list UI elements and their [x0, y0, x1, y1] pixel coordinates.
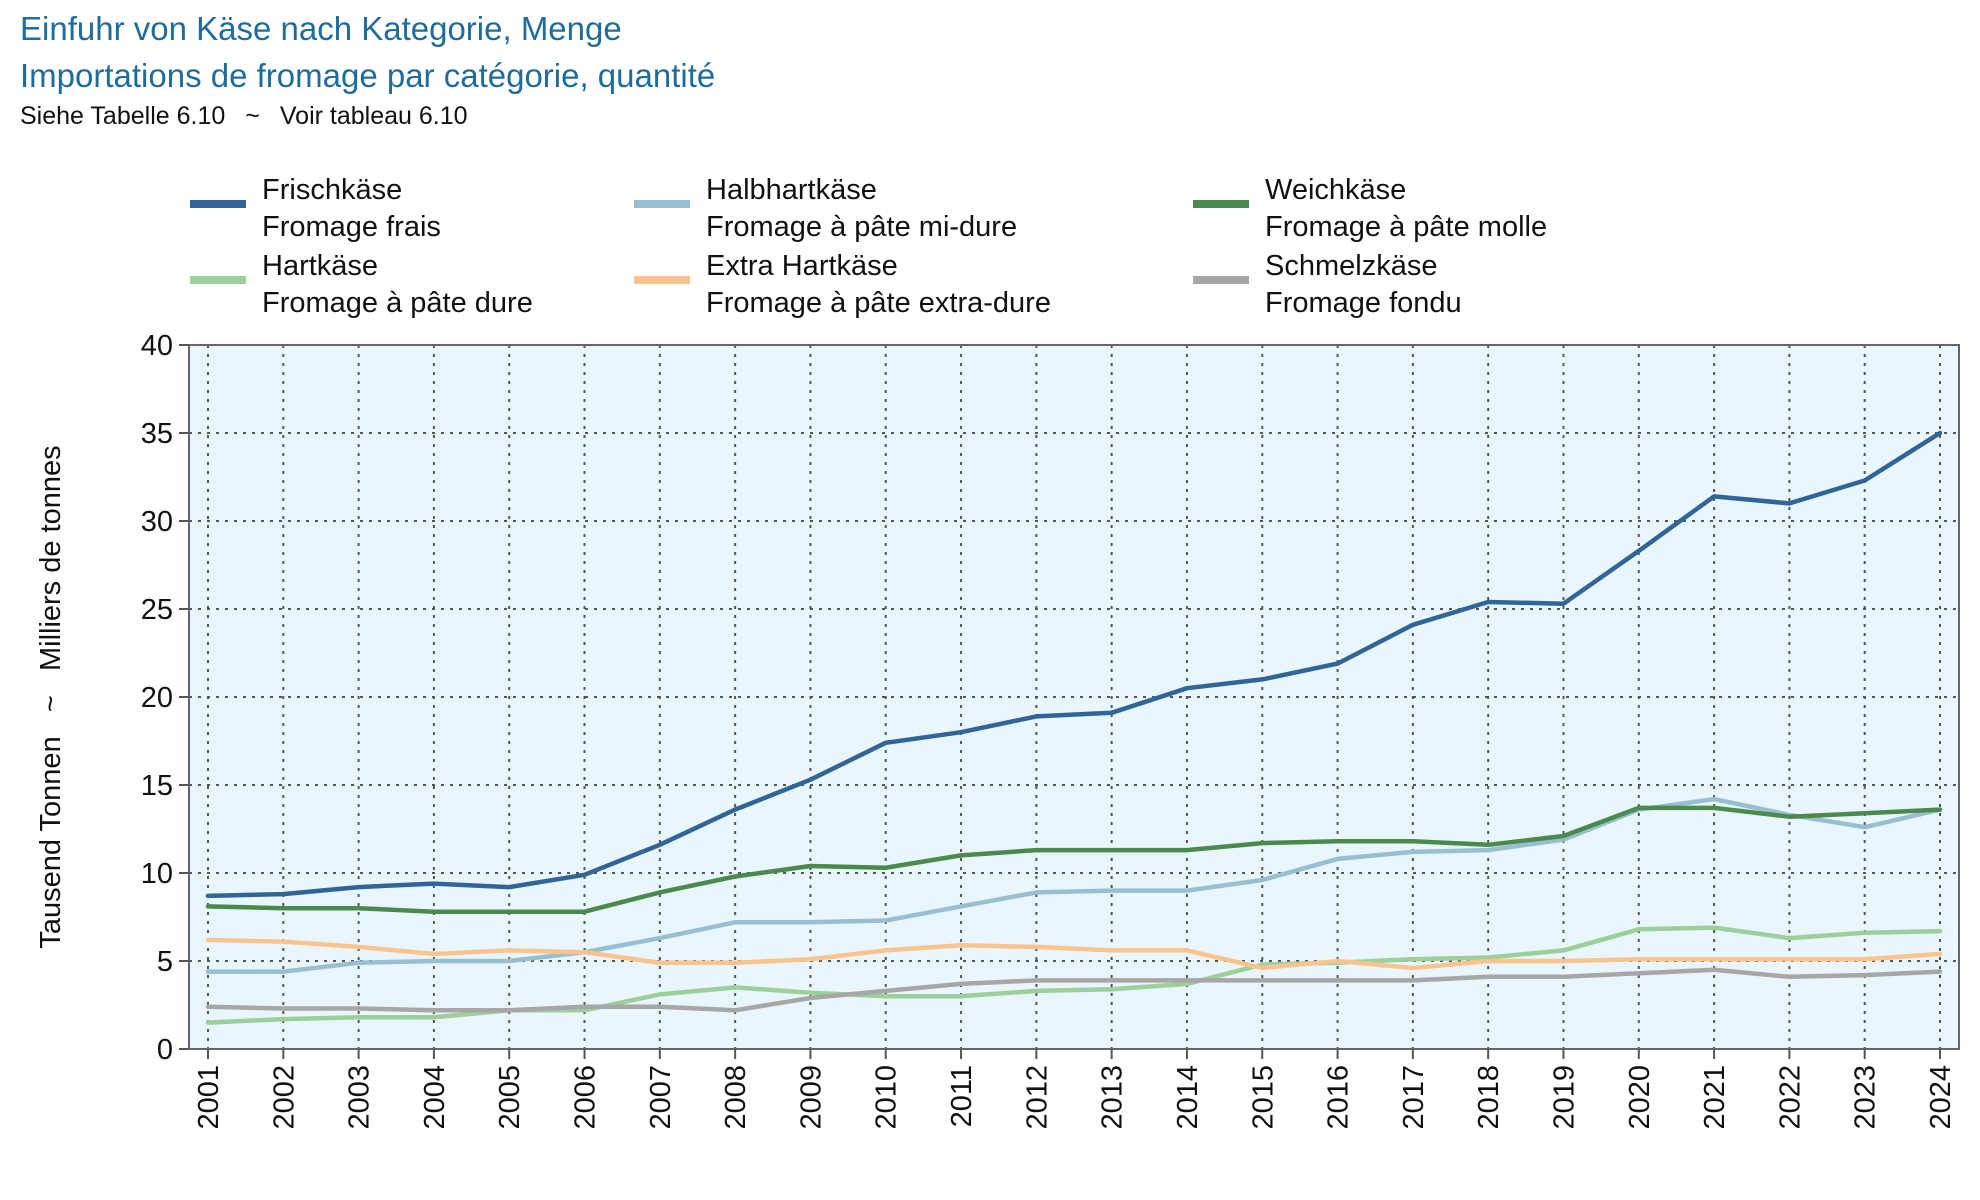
x-tick-label: 2011: [946, 1065, 978, 1127]
series-line-0: [205, 430, 1943, 899]
x-tick-label: 2024: [1925, 1065, 1957, 1130]
table-reference-fr: Voir tableau 6.10: [279, 102, 468, 130]
y-tick-label: 0: [157, 1034, 173, 1066]
x-tick-label: 2021: [1699, 1065, 1731, 1130]
legend-label-de: Halbhartkäse: [706, 174, 877, 206]
table-reference-separator: ~: [245, 102, 260, 130]
x-tick-label: 2007: [645, 1065, 677, 1130]
legend-swatch-schmelzkaese: [1193, 276, 1249, 284]
series-line-5: [205, 967, 1943, 1013]
x-tick-label: 2018: [1473, 1065, 1505, 1130]
x-tick-label: 2008: [720, 1065, 752, 1130]
legend-label-fr: Fromage à pâte dure: [262, 287, 533, 319]
legend-label-fr: Fromage frais: [262, 211, 441, 243]
legend-swatch-hartkaese: [190, 276, 246, 284]
x-tick-label: 2019: [1548, 1065, 1580, 1130]
y-tick-label: 35: [141, 418, 173, 450]
x-tick-label: 2013: [1097, 1065, 1129, 1130]
x-tick-label: 2023: [1850, 1065, 1882, 1130]
chart-title-de: Einfuhr von Käse nach Kategorie, Menge: [20, 10, 622, 47]
legend-swatch-weichkaese: [1193, 200, 1249, 208]
legend-label-fr: Fromage à pâte mi-dure: [706, 211, 1018, 243]
x-tick-label: 2006: [570, 1065, 602, 1130]
x-tick-label: 2017: [1398, 1065, 1430, 1130]
x-tick-label: 2004: [419, 1065, 451, 1130]
chart-title-fr: Importations de fromage par catégorie, q…: [20, 57, 716, 94]
legend-swatch-halbhartkaese: [634, 200, 690, 208]
legend-label-de: Weichkäse: [1265, 174, 1407, 206]
legend-swatch-extra-hartkaese: [634, 276, 690, 284]
legend-label-de: Extra Hartkäse: [706, 250, 898, 282]
table-reference-de: Siehe Tabelle 6.10: [20, 102, 226, 130]
x-tick-label: 2012: [1021, 1065, 1053, 1130]
x-tick-label: 2003: [344, 1065, 376, 1130]
x-tick-label: 2010: [871, 1065, 903, 1130]
series-line-4: [205, 937, 1943, 971]
grid-lines: [189, 345, 1959, 1049]
legend-label-fr: Fromage à pâte extra-dure: [706, 287, 1051, 319]
y-tick-label: 15: [141, 770, 173, 802]
legend-label-fr: Fromage fondu: [1265, 287, 1462, 319]
y-tick-label: 40: [141, 330, 173, 362]
series-lines: [205, 430, 1943, 1025]
legend-label-de: Hartkäse: [262, 250, 379, 282]
y-tick-label: 20: [141, 682, 173, 714]
axis-ticks: 0 5 10 15 20 25 30 35 40 2001 2002 2003 2004 2005 2006…: [141, 330, 1957, 1130]
x-tick-label: 2016: [1323, 1065, 1355, 1130]
y-tick-label: 30: [141, 506, 173, 538]
y-tick-label: 25: [141, 594, 173, 626]
x-tick-label: 2020: [1624, 1065, 1656, 1130]
x-tick-label: 2014: [1172, 1065, 1204, 1130]
legend-label-fr: Fromage à pâte molle: [1265, 211, 1548, 243]
legend-label-de: Frischkäse: [262, 174, 403, 206]
x-tick-label: 2001: [193, 1065, 225, 1130]
y-tick-label: 10: [141, 858, 173, 890]
x-tick-label: 2009: [795, 1065, 827, 1130]
x-tick-label: 2005: [494, 1065, 526, 1130]
y-tick-label: 5: [157, 946, 173, 978]
y-axis-label: Tausend Tonnen ~ Milliers de tonnes: [35, 445, 67, 948]
x-tick-label: 2022: [1774, 1065, 1806, 1130]
x-tick-label: 2002: [268, 1065, 300, 1130]
legend-swatch-frischkaese: [190, 200, 246, 208]
x-tick-label: 2015: [1247, 1065, 1279, 1130]
legend-label-de: Schmelzkäse: [1265, 250, 1438, 282]
table-reference: Siehe Tabelle 6.10 ~ Voir tableau 6.10: [20, 102, 468, 131]
series-line-2: [205, 805, 1943, 914]
